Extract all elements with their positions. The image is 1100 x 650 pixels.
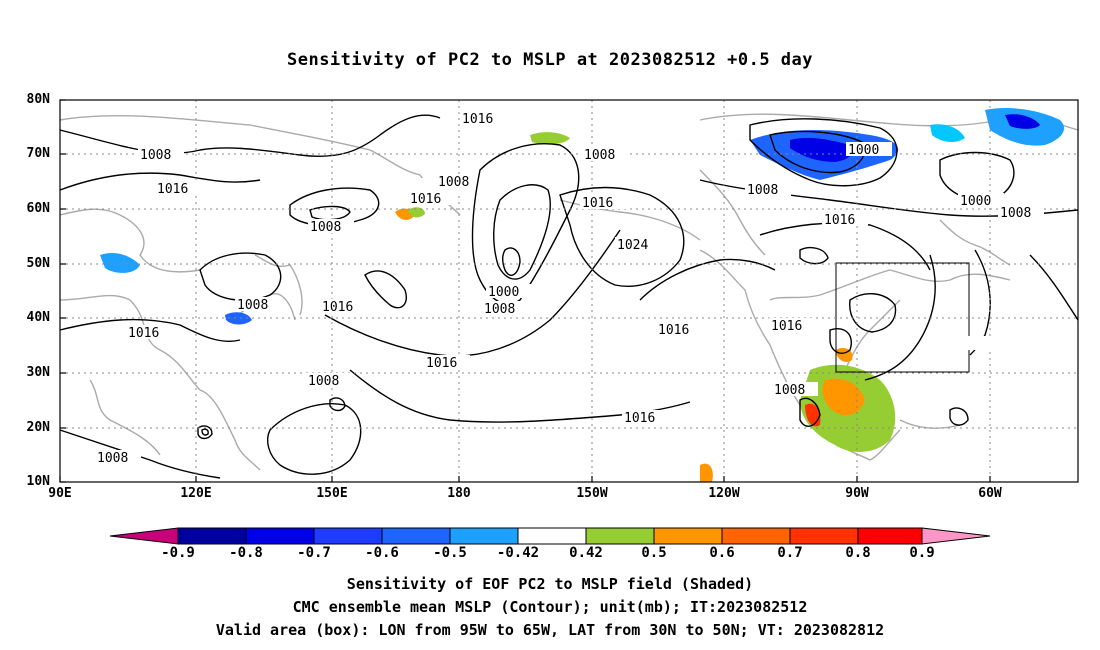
colorbar-segment	[313, 527, 383, 545]
colorbar-segment	[857, 527, 923, 545]
lat-label: 80N	[26, 92, 50, 107]
lat-label: 60N	[26, 201, 50, 216]
colorbar-segment	[109, 527, 179, 545]
contour-label: 1008	[140, 148, 171, 163]
caption-valid-area: Valid area (box): LON from 95W to 65W, L…	[215, 621, 885, 639]
lat-lon-grid	[60, 100, 1078, 482]
map-frame	[59, 99, 1079, 483]
contour-label: 1000	[848, 143, 879, 158]
colorbar-segment	[177, 527, 247, 545]
contour-label: 1016	[824, 213, 855, 228]
colorbar-segment	[653, 527, 723, 545]
colorbar-label: 0.42	[569, 545, 603, 561]
colorbar-segment	[245, 527, 315, 545]
map-title: Sensitivity of PC2 to MSLP at 2023082512…	[286, 50, 813, 70]
colorbar-label: 0.9	[909, 545, 935, 561]
colorbar-segment	[381, 527, 451, 545]
lon-label: 120W	[708, 486, 740, 501]
contour-label: 1008	[237, 298, 268, 313]
contour-label: 1016	[582, 196, 613, 211]
contour-label: 1008	[97, 451, 128, 466]
colorbar-label: -0.42	[496, 545, 540, 561]
colorbar-segment	[721, 527, 791, 545]
lon-label: 60W	[978, 486, 1002, 501]
contour-label: 1016	[410, 192, 441, 207]
contour-label: 1024	[617, 238, 648, 253]
contour-labels: 1016 1008 1016 1008 1008 1016 1008 1008 …	[95, 111, 1044, 466]
colorbar-segment	[921, 527, 991, 545]
contour-label: 1016	[157, 182, 188, 197]
caption-shaded: Sensitivity of EOF PC2 to MSLP field (Sh…	[346, 575, 754, 593]
contour-label: 1016	[426, 356, 457, 371]
contour-label: 1008	[308, 374, 339, 389]
contour-label: 1008	[747, 183, 778, 198]
lat-label: 30N	[26, 365, 50, 380]
contour-label: 1016	[462, 112, 493, 127]
contour-label: 1008	[310, 220, 341, 235]
lon-label: 90W	[845, 486, 869, 501]
colorbar-label: -0.5	[433, 545, 467, 561]
lon-label: 150E	[316, 486, 348, 501]
contour-label: 1008	[774, 383, 805, 398]
contour-label: 1016	[658, 323, 689, 338]
lat-label: 10N	[26, 474, 50, 489]
contour-label: 1000	[488, 285, 519, 300]
contour-label: 1016	[771, 319, 802, 334]
lat-label: 50N	[26, 256, 50, 271]
lat-label: 70N	[26, 146, 50, 161]
colorbar-label: 0.6	[709, 545, 735, 561]
colorbar-label: 0.8	[845, 545, 871, 561]
colorbar-label: -0.9	[161, 545, 195, 561]
axis-ticks	[59, 99, 991, 483]
colorbar-segment	[517, 527, 587, 545]
colorbar-segment	[449, 527, 519, 545]
colorbar-label: -0.8	[229, 545, 263, 561]
colorbar-label: -0.6	[365, 545, 399, 561]
colorbar-segment	[585, 527, 655, 545]
lat-label: 40N	[26, 310, 50, 325]
caption-contour: CMC ensemble mean MSLP (Contour); unit(m…	[292, 598, 808, 616]
contour-label: 1000	[960, 194, 991, 209]
contour-label: 1016	[128, 326, 159, 341]
contour-label: 1008	[438, 175, 469, 190]
colorbar-label: 0.5	[641, 545, 667, 561]
contour-label: 1008	[584, 148, 615, 163]
lon-label: 120E	[180, 486, 212, 501]
contour-label: 1016	[624, 411, 655, 426]
contour-label: 1008	[1000, 206, 1031, 221]
colorbar	[109, 527, 991, 545]
lon-label: 180	[447, 486, 471, 501]
contour-label: 1016	[322, 300, 353, 315]
sensitivity-shading	[100, 108, 1065, 482]
lon-label: 90E	[48, 486, 72, 501]
mslp-contours	[59, 114, 1079, 479]
colorbar-label: -0.7	[297, 545, 331, 561]
colorbar-label: 0.7	[777, 545, 803, 561]
lon-label: 150W	[576, 486, 608, 501]
contour-label: 1008	[484, 302, 515, 317]
colorbar-segment	[789, 527, 859, 545]
lat-label: 20N	[26, 420, 50, 435]
